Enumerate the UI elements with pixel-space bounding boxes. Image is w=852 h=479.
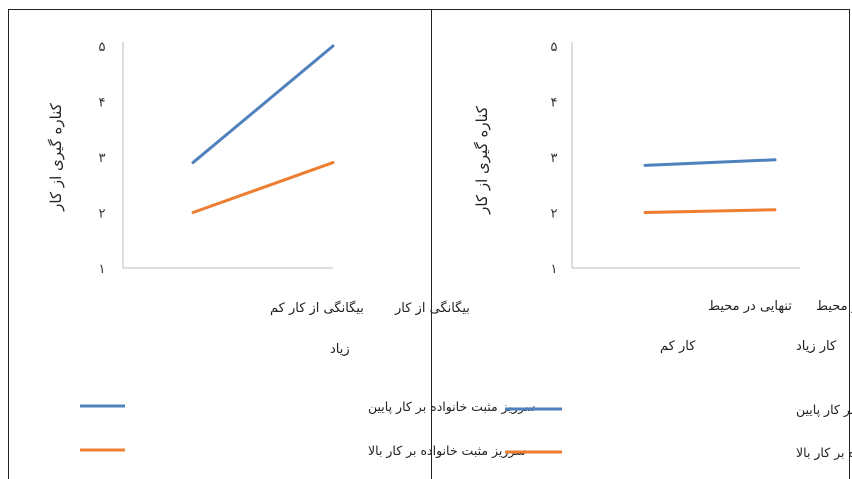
- y-tick-label: ۳: [551, 151, 558, 166]
- y-axis-title: کناره گیری از کار: [47, 102, 65, 212]
- y-tick-label: ۴: [551, 96, 558, 111]
- y-axis-title: کناره گیری از کار: [473, 105, 491, 215]
- y-tick-label: ۵: [551, 40, 558, 55]
- y-tick-label: ۳: [99, 151, 106, 166]
- legend-label-1: سرریز مثبت خانواده بر کار پایین: [796, 402, 852, 418]
- x-category-label-2-line-1: تنهایی در محیط: [816, 299, 852, 314]
- legend-label-2: سرریز مثبت خانواده بر کار بالا: [796, 445, 852, 461]
- legend-label-2: سرریز مثبت خانواده بر کار بالا: [368, 443, 526, 459]
- x-category-label-1: بیگانگی از کار کم: [270, 300, 364, 316]
- y-tick-label: ۲: [99, 207, 106, 222]
- x-category-label-2-line-2: زیاد: [330, 342, 350, 357]
- series-line-1: [643, 158, 777, 167]
- x-category-label-1-line-1: تنهایی در محیط: [708, 299, 792, 314]
- legend-label-1: سرریز مثبت خانواده بر کار پایین: [368, 399, 535, 415]
- y-tick-label: ۱: [551, 262, 558, 277]
- series-line-2: [643, 208, 777, 214]
- right-chart-panel: [432, 9, 850, 479]
- y-tick-label: ۵: [99, 40, 106, 55]
- series-line-1: [191, 44, 335, 165]
- series-line-2: [191, 161, 335, 214]
- x-category-label-2-line-2: کار زیاد: [796, 339, 837, 354]
- left-chart-panel: [8, 9, 432, 479]
- y-tick-label: ۴: [99, 96, 106, 111]
- y-tick-label: ۲: [551, 207, 558, 222]
- y-tick-label: ۱: [99, 262, 106, 277]
- x-category-label-1-line-2: کار کم: [660, 339, 696, 354]
- x-category-label-2-line-1: بیگانگی از کار: [394, 300, 470, 316]
